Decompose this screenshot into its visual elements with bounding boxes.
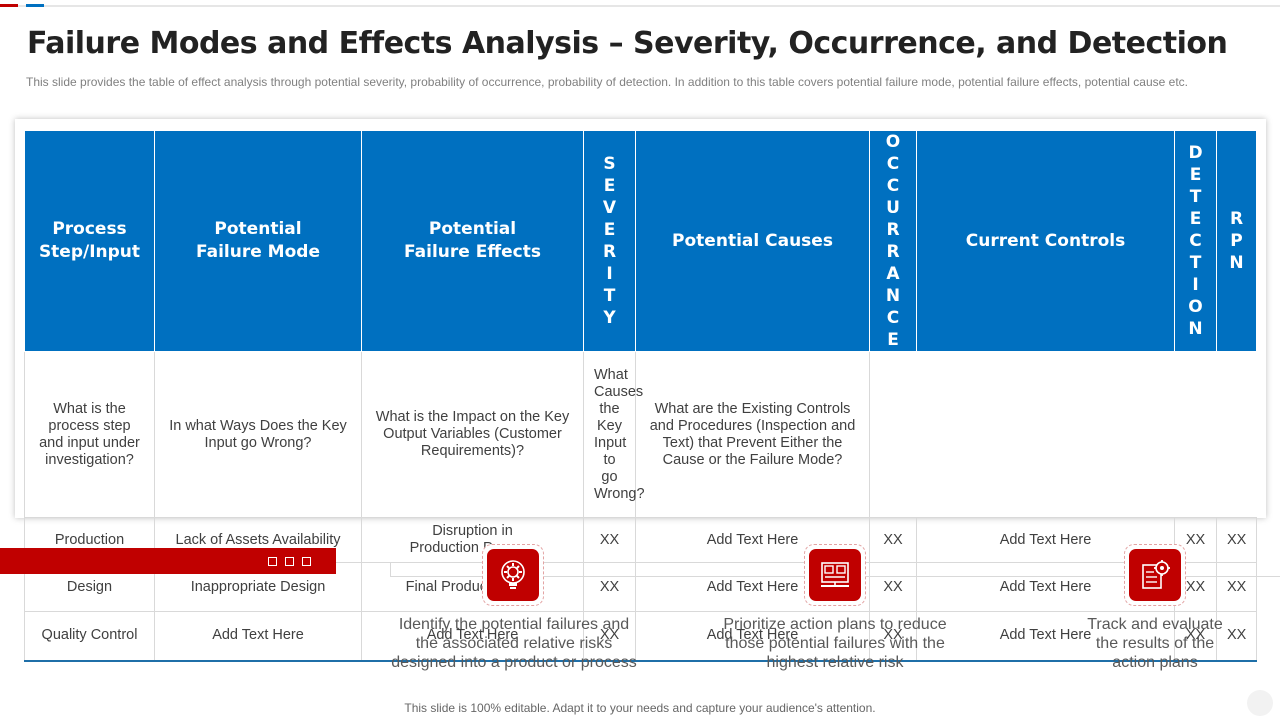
cell-detection: XX (1174, 611, 1217, 661)
header-severity: S E V E R I T Y (583, 130, 636, 352)
step-caption-prioritize: Prioritize action plans to reduce those … (723, 616, 947, 671)
step-icon-frame (1124, 544, 1186, 606)
cell-rpn: XX (1216, 517, 1257, 563)
step-caption-track: Track and evaluate the results of the ac… (1087, 616, 1223, 671)
header-process-step: Process Step/Input (24, 130, 155, 352)
footer-note: This slide is 100% editable. Adapt it to… (404, 701, 876, 715)
cell-severity: XX (583, 562, 636, 612)
connector-line (336, 562, 390, 563)
top-blue-segment (26, 4, 44, 7)
red-accent-band (0, 548, 336, 574)
description-row: What is the process step and input under… (24, 351, 1257, 518)
step-icon-frame (482, 544, 544, 606)
cell-failure-effects: Add Text Here (361, 611, 584, 661)
cell-process: Quality Control (24, 611, 155, 661)
slide-title: Failure Modes and Effects Analysis – Sev… (27, 26, 1228, 61)
desc-failure-effects: What is the Impact on the Key Output Var… (361, 351, 584, 518)
band-square-marker (302, 557, 311, 566)
header-failure-mode: Potential Failure Mode (154, 130, 362, 352)
header-occurrence: O C C U R R A N C E (869, 130, 917, 352)
cell-failure-mode: Add Text Here (154, 611, 362, 661)
fmea-table: Process Step/Input Potential Failure Mod… (24, 130, 1257, 662)
header-potential-causes: Potential Causes (635, 130, 870, 352)
top-red-segment (0, 4, 18, 7)
cell-occurrence: XX (869, 562, 917, 612)
cell-occurrence: XX (869, 611, 917, 661)
step-icon-frame (804, 544, 866, 606)
cell-failure-effects: Final Product Failure (361, 562, 584, 612)
header-current-controls: Current Controls (916, 130, 1175, 352)
cell-severity: XX (583, 517, 636, 563)
header-rpn: R P N (1216, 130, 1257, 352)
cell-rpn: XX (1216, 611, 1257, 661)
band-square-marker (285, 557, 294, 566)
table-header-row: Process Step/Input Potential Failure Mod… (24, 130, 1257, 352)
table-row: Quality Control Add Text Here Add Text H… (24, 611, 1257, 661)
connector-line (390, 562, 391, 577)
top-divider-line (0, 5, 1280, 7)
cell-failure-effects: Disruption in Production Process (361, 517, 584, 563)
desc-controls: What are the Existing Controls and Proce… (635, 351, 870, 518)
cell-severity: XX (583, 611, 636, 661)
gear-report-icon (1129, 549, 1181, 601)
cell-rpn: XX (1216, 562, 1257, 612)
header-failure-effects: Potential Failure Effects (361, 130, 584, 352)
band-square-marker (268, 557, 277, 566)
header-detection: D E T E C T I O N (1174, 130, 1217, 352)
desc-failure-mode: In what Ways Does the Key Input go Wrong… (154, 351, 362, 518)
slide-subtitle: This slide provides the table of effect … (26, 75, 1189, 89)
desc-process: What is the process step and input under… (24, 351, 155, 518)
corner-circle (1247, 690, 1273, 716)
gear-bulb-icon (487, 549, 539, 601)
step-caption-identify: Identify the potential failures and the … (391, 616, 637, 671)
presentation-board-icon (809, 549, 861, 601)
top-accent-bar (0, 0, 1280, 8)
desc-causes: What Causes the Key Input to go Wrong? (583, 351, 645, 518)
cell-controls: Add Text Here (916, 611, 1175, 661)
cell-occurrence: XX (869, 517, 917, 563)
